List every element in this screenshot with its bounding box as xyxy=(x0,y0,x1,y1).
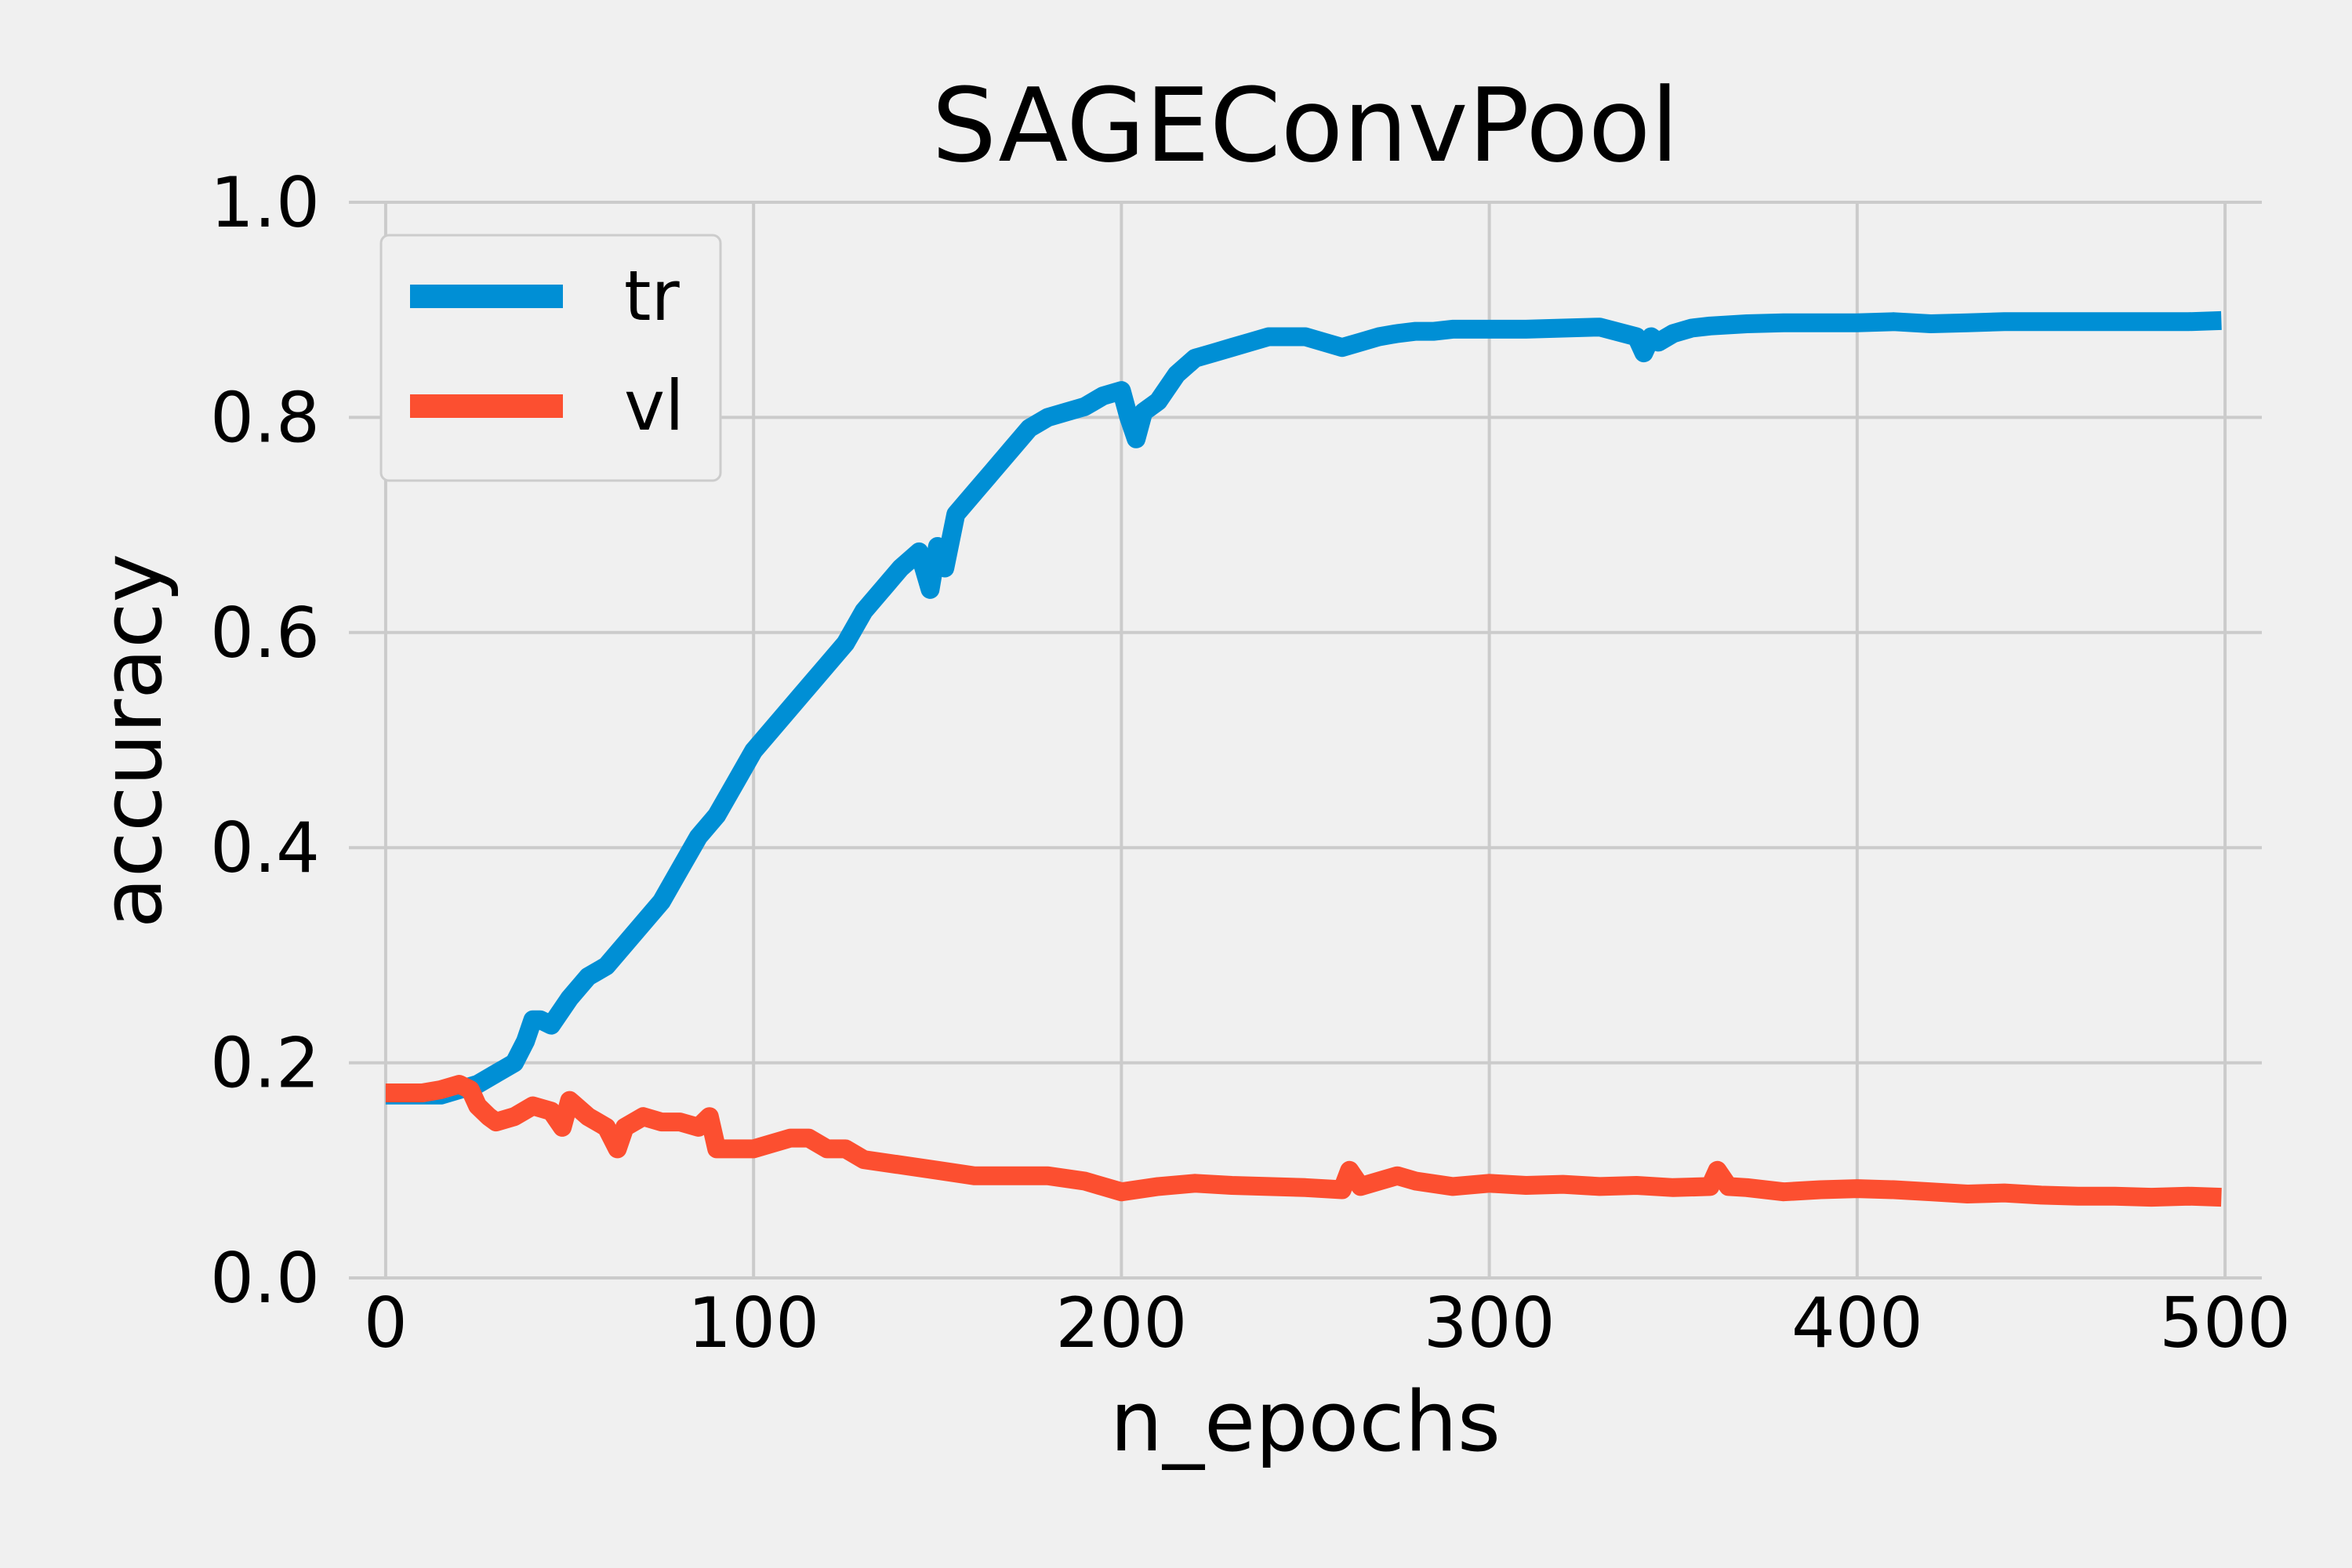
y-tick-label: 1.0 xyxy=(210,162,320,243)
series-lines xyxy=(385,310,2222,1207)
y-axis-title: accuracy xyxy=(84,554,180,928)
y-tick-label: 0.6 xyxy=(210,593,320,673)
x-tick-label: 0 xyxy=(364,1283,408,1363)
chart-title: SAGEConvPool xyxy=(931,66,1679,185)
x-tick-label: 400 xyxy=(1791,1283,1923,1363)
series-line-tr xyxy=(385,310,2222,1105)
x-tick-label: 200 xyxy=(1055,1283,1187,1363)
legend-label-vl: vl xyxy=(624,365,684,446)
legend: tr vl xyxy=(379,234,722,482)
y-tick-label: 0.0 xyxy=(210,1238,320,1319)
x-tick-label: 300 xyxy=(1424,1283,1555,1363)
x-axis-title: n_epochs xyxy=(1110,1374,1501,1470)
series-line-vl xyxy=(385,1075,2222,1207)
y-tick-label: 0.2 xyxy=(210,1023,320,1104)
y-tick-label: 0.8 xyxy=(210,377,320,458)
y-tick-label: 0.4 xyxy=(210,808,320,888)
legend-label-tr: tr xyxy=(624,256,681,336)
x-tick-labels: 0 100 200 300 400 500 xyxy=(364,1283,2291,1363)
x-tick-label: 100 xyxy=(688,1283,819,1363)
x-tick-label: 500 xyxy=(2159,1283,2291,1363)
y-tick-labels: 0.0 0.2 0.4 0.6 0.8 1.0 xyxy=(210,162,320,1319)
